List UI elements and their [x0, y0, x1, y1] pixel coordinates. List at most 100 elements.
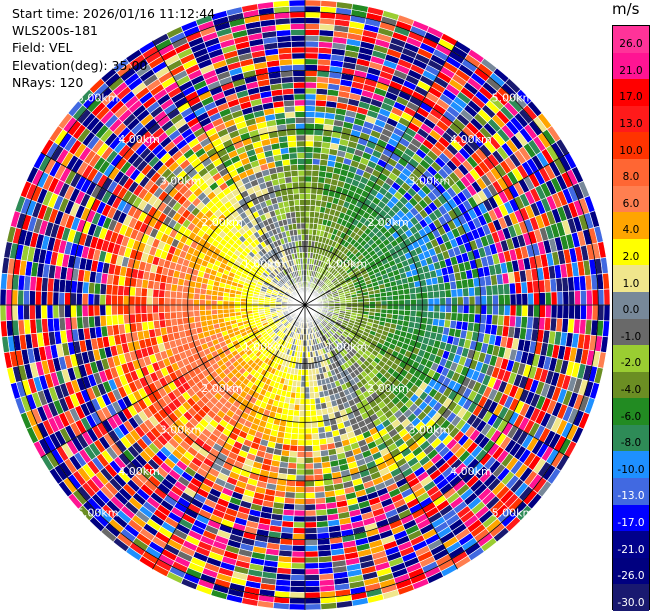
velocity-gate [304, 222, 310, 230]
velocity-gate [140, 296, 148, 306]
velocity-gate [585, 304, 593, 321]
velocity-gate [486, 294, 494, 306]
velocity-gate [23, 289, 31, 306]
velocity-gate [234, 308, 242, 313]
velocity-gate [304, 585, 321, 593]
velocity-gate [309, 199, 317, 207]
velocity-gate [81, 304, 89, 318]
velocity-gate [288, 450, 298, 458]
velocity-gate [398, 304, 406, 311]
velocity-gate [304, 415, 312, 423]
velocity-gate [392, 294, 400, 301]
velocity-gate [291, 550, 306, 558]
velocity-gate [491, 284, 499, 296]
velocity-gate [286, 467, 297, 476]
velocity-gate [427, 297, 435, 306]
velocity-gate [105, 304, 113, 316]
velocity-gate [304, 480, 315, 488]
velocity-gate [40, 290, 48, 306]
velocity-gate [304, 357, 309, 365]
velocity-gate [295, 468, 306, 476]
velocity-gate [295, 480, 306, 488]
velocity-gate [283, 502, 295, 511]
velocity-gate [304, 574, 320, 582]
velocity-gate [169, 311, 178, 320]
velocity-gate [0, 272, 8, 290]
velocity-gate [111, 294, 118, 306]
velocity-gate [304, 93, 317, 101]
velocity-gate [568, 290, 576, 306]
velocity-gate [456, 312, 464, 322]
velocity-gate [222, 308, 230, 314]
velocity-gate [409, 310, 417, 317]
velocity-gate [289, 585, 306, 593]
velocity-gate [292, 538, 306, 546]
velocity-gate [312, 450, 322, 458]
velocity-gate [288, 456, 298, 464]
velocity-gate [492, 304, 499, 316]
velocity-gate [314, 485, 325, 493]
velocity-gate [421, 298, 429, 306]
velocity-gate [403, 288, 411, 295]
velocity-gate [304, 486, 316, 494]
velocity-gate [199, 299, 206, 306]
velocity-gate [283, 497, 296, 505]
velocity-gate [0, 288, 7, 306]
velocity-gate [311, 432, 320, 441]
velocity-gate [140, 312, 148, 323]
velocity-gate [556, 291, 564, 306]
velocity-gate [290, 562, 306, 570]
velocity-gate [105, 314, 113, 327]
velocity-gate [93, 293, 101, 306]
velocity-gate [304, 568, 320, 576]
velocity-gate [169, 297, 177, 306]
velocity-gate [603, 288, 610, 306]
velocity-gate [550, 291, 558, 306]
velocity-gate [111, 304, 118, 316]
velocity-gate [64, 304, 72, 318]
velocity-gate [312, 146, 322, 154]
velocity-gate [304, 23, 321, 31]
velocity-gate [462, 312, 470, 323]
velocity-gate [304, 497, 316, 505]
velocity-gate [304, 52, 319, 60]
velocity-gate [579, 289, 587, 306]
velocity-gate [300, 374, 306, 382]
velocity-gate [304, 386, 310, 394]
velocity-gate [497, 314, 505, 327]
velocity-gate [163, 304, 171, 313]
velocity-gate [228, 308, 236, 314]
velocity-gate [5, 288, 13, 306]
velocity-gate [538, 292, 546, 306]
velocity-gate [205, 309, 213, 316]
velocity-gate [111, 314, 119, 326]
velocity-gate [468, 295, 476, 306]
velocity-gate [304, 187, 312, 195]
velocity-gate [515, 293, 523, 306]
velocity-gate [309, 205, 316, 213]
velocity-gate [152, 304, 159, 314]
velocity-gate [40, 304, 48, 320]
velocity-gate [164, 311, 172, 321]
velocity-gate [99, 304, 107, 317]
velocity-gate [468, 304, 476, 315]
velocity-gate [75, 304, 83, 318]
velocity-gate [562, 290, 570, 306]
velocity-gate [304, 527, 318, 535]
velocity-gate [304, 234, 310, 241]
velocity-gate [300, 386, 306, 394]
velocity-gate [445, 304, 452, 314]
velocity-gate [304, 128, 315, 136]
velocity-gate [111, 284, 119, 296]
velocity-gate [304, 193, 312, 200]
velocity-gate [304, 175, 313, 183]
velocity-gate [386, 300, 394, 306]
velocity-gate [462, 296, 470, 306]
velocity-gate [58, 291, 66, 306]
velocity-gate [485, 285, 493, 296]
velocity-gate [444, 312, 452, 321]
velocity-gate [314, 397, 321, 405]
velocity-gate [193, 293, 201, 300]
velocity-gate [304, 603, 322, 610]
velocity-gate [304, 544, 319, 552]
